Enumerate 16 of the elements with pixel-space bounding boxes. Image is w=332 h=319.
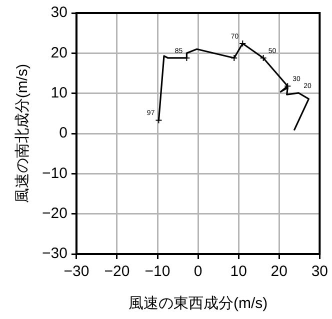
x-tick-label: 10	[230, 263, 247, 280]
x-tick-label: −10	[144, 263, 170, 280]
y-tick-label: 0	[59, 124, 68, 142]
y-tick-label: −20	[42, 204, 68, 222]
y-tick-label: −10	[42, 164, 68, 182]
y-tick-label: 30	[50, 4, 68, 22]
x-tick-label: 0	[194, 263, 202, 280]
x-tick-label: 20	[270, 263, 288, 280]
y-axis-title: 風速の南北成分(m/s)	[14, 64, 32, 204]
y-tick-label: 20	[50, 44, 68, 62]
x-tick-label: 30	[311, 263, 328, 280]
y-tick-label: −30	[42, 245, 68, 262]
x-tick-label: −20	[104, 263, 130, 280]
x-tick-label: −30	[64, 263, 90, 280]
y-tick-label: 10	[50, 84, 68, 102]
x-axis-title: 風速の東西成分(m/s)	[128, 295, 268, 312]
